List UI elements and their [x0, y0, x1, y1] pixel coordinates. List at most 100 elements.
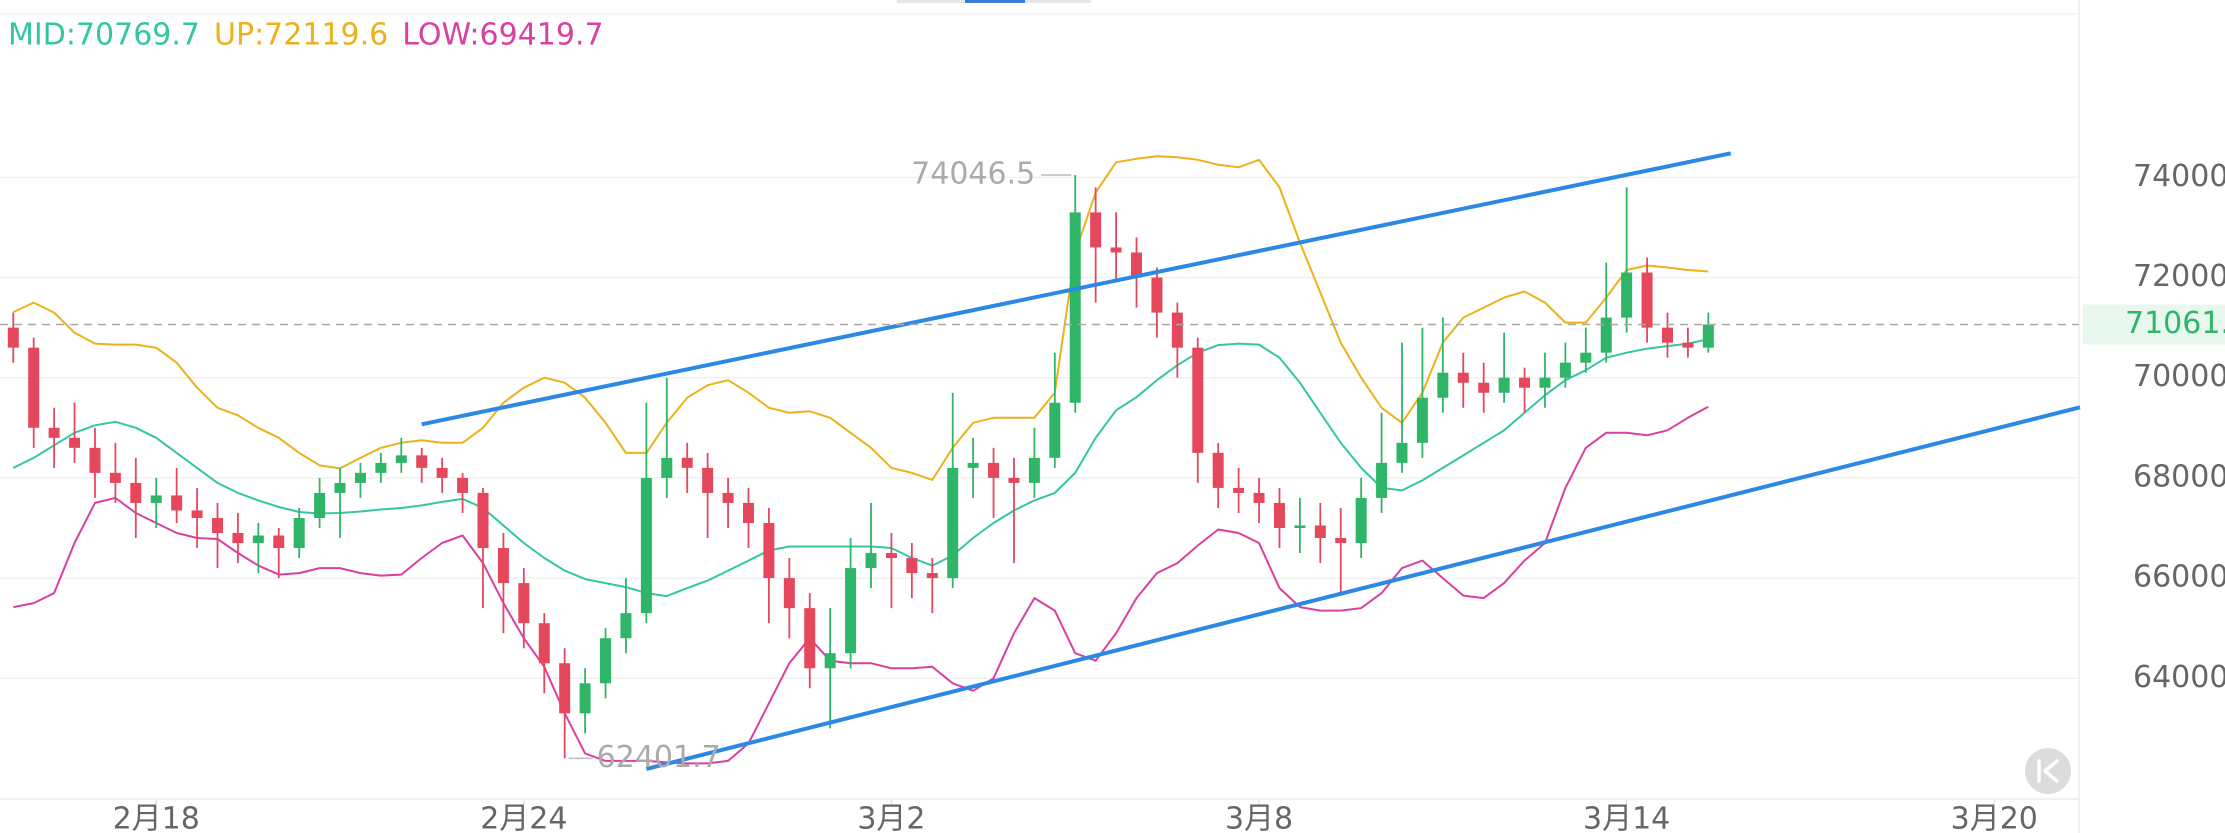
candle-body	[1212, 452, 1224, 488]
band-line	[12, 155, 1709, 481]
candle-body	[1273, 502, 1285, 528]
candle-body	[28, 347, 40, 428]
candle-body	[722, 492, 734, 503]
candle-body	[150, 495, 162, 503]
x-tick-label: 3月20	[1951, 802, 2038, 833]
band-line	[12, 338, 1709, 598]
candle-body	[1314, 525, 1326, 539]
candle-body	[1151, 277, 1163, 313]
candle-body	[1376, 462, 1388, 498]
candle-body	[1641, 272, 1653, 328]
y-tick-label: 74000	[2133, 159, 2225, 194]
band-line	[13, 405, 1709, 765]
candle-body	[7, 327, 19, 348]
candle-body	[436, 467, 448, 478]
candle-body	[518, 583, 530, 624]
y-tick-label: 66000	[2133, 560, 2225, 595]
candle-body	[232, 533, 244, 544]
candle-body	[681, 457, 693, 468]
candle-body	[1253, 492, 1265, 503]
candle-body	[1457, 372, 1469, 383]
candle-body	[191, 510, 203, 518]
candle-body	[1049, 402, 1061, 458]
candle-body	[1090, 212, 1102, 248]
candle-body	[783, 578, 795, 609]
candle-body	[1233, 487, 1245, 493]
candle-body	[1478, 382, 1490, 393]
candle-body	[293, 517, 305, 549]
candle-body	[559, 663, 571, 714]
candle-body	[273, 535, 285, 549]
candle-body	[988, 462, 1000, 478]
legend-value: 69419.7	[480, 18, 604, 53]
candle-body	[1069, 212, 1081, 403]
candle-body	[252, 535, 264, 544]
candle-body	[477, 492, 489, 549]
candle-body	[497, 548, 509, 584]
candle-body	[1171, 312, 1183, 348]
candle-body	[1110, 247, 1122, 253]
candle-body	[109, 472, 121, 483]
y-tick-label: 68000	[2133, 459, 2225, 494]
candle-body	[395, 455, 407, 463]
candle-body	[211, 517, 223, 534]
reset-button[interactable]	[2025, 748, 2071, 794]
candle-body	[763, 522, 775, 579]
candle-body	[1396, 442, 1408, 463]
reset-button-circle[interactable]	[2025, 748, 2071, 794]
candle-body	[1621, 272, 1633, 318]
candle-body	[600, 638, 612, 684]
top-tab-active	[965, 0, 1025, 3]
candle-body	[1437, 372, 1449, 398]
reset-icon[interactable]	[2037, 759, 2059, 783]
y-tick-label: 70000	[2133, 359, 2225, 394]
x-tick-label: 3月14	[1583, 802, 1670, 833]
bands	[12, 155, 1709, 765]
candle-body	[845, 568, 857, 654]
low-label: 62401.7	[597, 740, 721, 775]
trendline	[645, 405, 2081, 771]
candle-body	[640, 477, 652, 614]
candle-body	[1539, 377, 1551, 388]
legend-name: LOW:	[402, 18, 479, 53]
candle-body	[1294, 525, 1306, 528]
candle-body	[885, 553, 897, 559]
candle-body	[967, 462, 979, 468]
candle-body	[824, 653, 836, 669]
candle-body	[1416, 397, 1428, 443]
candle-body	[314, 492, 326, 518]
candle-body	[1600, 317, 1612, 353]
candle-body	[130, 482, 142, 503]
x-tick-label: 2月18	[113, 802, 200, 833]
candle-body	[375, 462, 387, 473]
x-tick-label: 3月2	[857, 802, 925, 833]
candles	[7, 175, 1714, 759]
candle-body	[661, 457, 673, 478]
x-tick-label: 2月24	[480, 802, 567, 833]
candle-body	[1028, 457, 1040, 483]
candle-body	[1192, 347, 1204, 453]
candle-body	[416, 455, 428, 468]
candle-body	[1519, 377, 1531, 388]
trendline	[421, 151, 1732, 427]
candle-body	[334, 482, 346, 493]
candle-body	[1661, 327, 1673, 343]
candle-body	[947, 467, 959, 579]
candle-body	[1498, 377, 1510, 393]
candle-body	[457, 477, 469, 493]
candle-body	[579, 683, 591, 714]
legend-name: UP:	[214, 18, 264, 53]
candle-body	[804, 608, 816, 669]
candle-body	[742, 502, 754, 523]
candle-body	[926, 573, 938, 579]
candle-body	[354, 472, 366, 483]
candle-body	[702, 467, 714, 493]
candle-body	[1131, 252, 1143, 278]
legend-name: MID:	[8, 18, 76, 53]
candle-body	[171, 495, 183, 511]
candle-body	[1702, 324, 1714, 348]
candle-body	[1580, 352, 1592, 363]
y-tick-label: 64000	[2133, 660, 2225, 695]
legend-value: 72119.6	[264, 18, 388, 53]
candle-body	[1682, 342, 1694, 348]
